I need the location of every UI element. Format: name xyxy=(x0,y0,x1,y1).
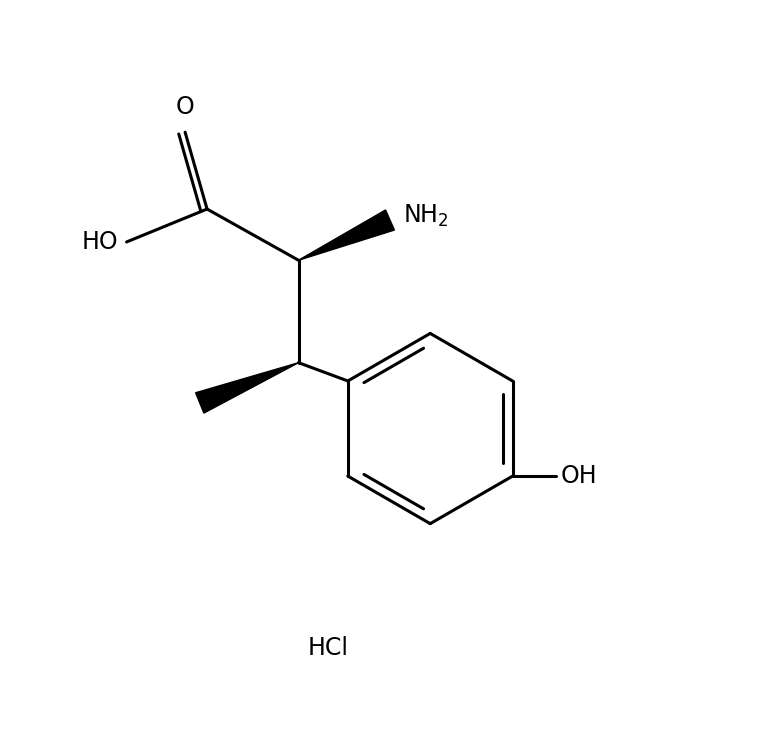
Text: OH: OH xyxy=(560,464,597,488)
Text: HO: HO xyxy=(81,230,117,254)
Text: HCl: HCl xyxy=(307,636,348,660)
Polygon shape xyxy=(299,210,394,260)
Polygon shape xyxy=(196,363,299,413)
Text: NH$_2$: NH$_2$ xyxy=(403,204,449,229)
Text: O: O xyxy=(176,95,195,119)
